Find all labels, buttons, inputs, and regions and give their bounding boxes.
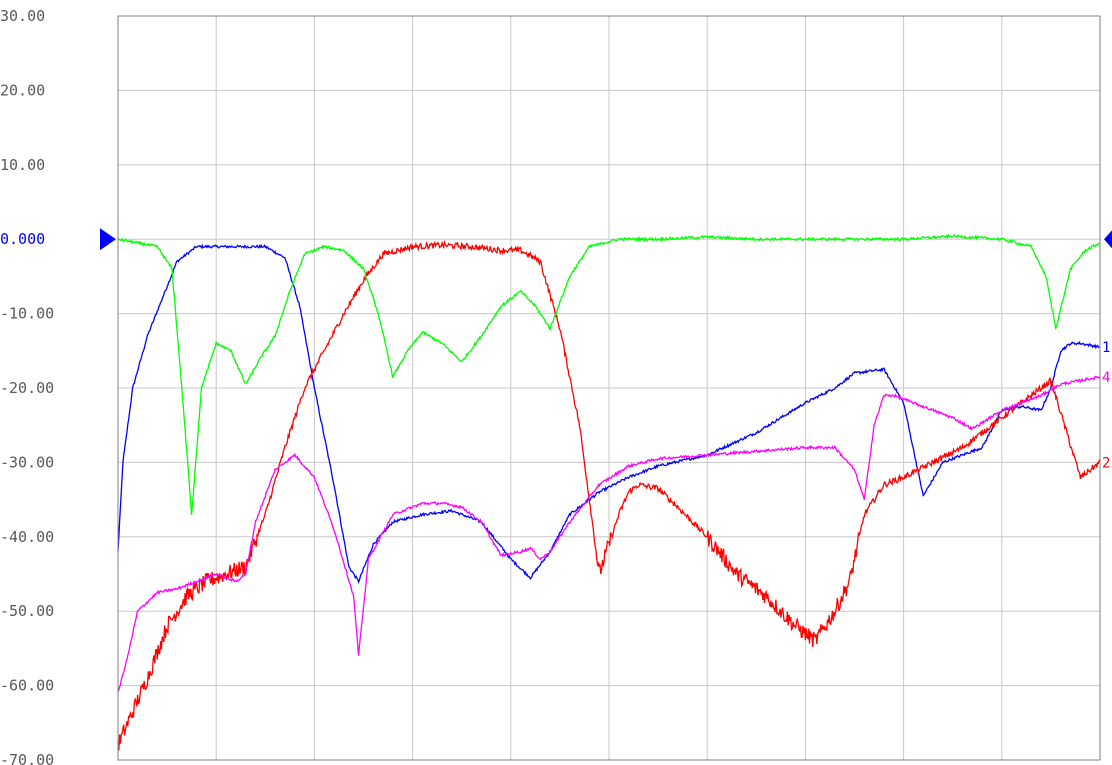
grid: [118, 16, 1100, 760]
y-tick-label: -20.00: [0, 379, 54, 397]
y-tick-label: 10.00: [0, 156, 45, 174]
trace-1: [117, 243, 1100, 585]
y-tick-label: -40.00: [0, 528, 54, 546]
y-tick-label: 30.00: [0, 7, 45, 25]
plot-frame: [117, 15, 1101, 761]
trace-label-2: 2: [1102, 455, 1110, 471]
y-tick-label: -60.00: [0, 677, 54, 695]
y-tick-label: -50.00: [0, 602, 54, 620]
y-tick-label: -30.00: [0, 453, 54, 471]
y-tick-label: -70.00: [0, 751, 54, 765]
reference-markers: [100, 228, 1112, 251]
trace-label-1: 1: [1102, 340, 1110, 356]
trace-4: [117, 375, 1101, 693]
reference-marker-right: [1104, 230, 1112, 249]
y-tick-label: 20.00: [0, 81, 45, 99]
y-tick-label: 0.000: [0, 230, 45, 248]
reference-marker-left: [100, 228, 116, 251]
y-tick-label: -10.00: [0, 305, 54, 323]
trace-3: [117, 233, 1101, 515]
trace-2: [117, 239, 1101, 751]
trace-label-4: 4: [1102, 370, 1110, 386]
traces: [117, 233, 1101, 751]
y-tick-labels: 30.00 20.00 10.00 0.000 -10.00 -20.00 -30.00 -4…: [0, 7, 54, 765]
trace-labels: 1 2 4: [1102, 340, 1110, 471]
